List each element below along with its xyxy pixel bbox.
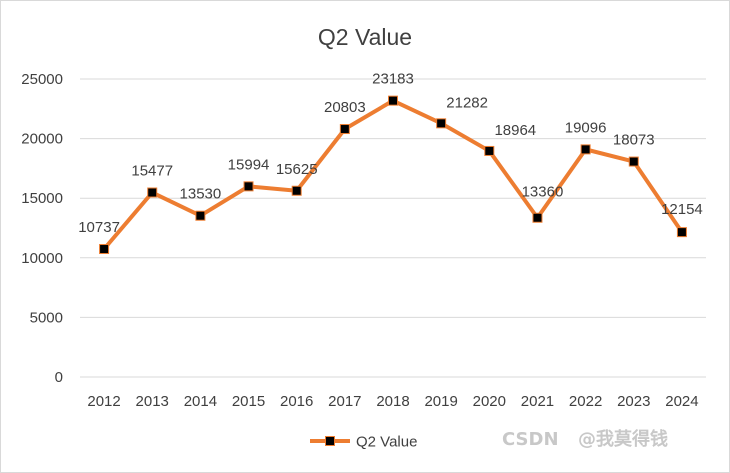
data-label: 18073 [613,132,655,149]
data-label: 20803 [324,99,366,116]
legend-marker-icon [325,436,335,446]
data-point [99,244,110,255]
data-point [339,124,350,135]
data-label: 12154 [661,201,703,218]
y-axis-tick-labels: 0 5000 10000 15000 20000 25000 [21,71,63,386]
x-tick-label: 2018 [376,393,409,410]
x-tick-label: 2016 [280,393,313,410]
data-label: 18964 [494,122,536,139]
y-tick-label: 5000 [30,309,63,326]
x-tick-label: 2015 [232,393,265,410]
series-q2-value [99,95,687,255]
x-axis-tick-labels: 2012 2013 2014 2015 2016 2017 2018 2019 2020 2021… [87,393,698,410]
watermark: CSDN @我莫得钱 [502,428,668,450]
x-tick-label: 2017 [328,393,361,410]
watermark-logo: CSDN [502,429,559,450]
x-tick-label: 2014 [184,393,217,410]
data-label: 13530 [180,186,222,203]
data-point [580,144,591,155]
x-tick-label: 2019 [424,393,457,410]
legend: Q2 Value [310,434,417,451]
data-point [195,210,206,221]
x-tick-label: 2024 [665,393,698,410]
y-tick-label: 20000 [21,131,63,148]
x-tick-label: 2021 [521,393,554,410]
data-label: 15994 [228,156,270,173]
data-point [291,185,302,196]
y-tick-label: 15000 [21,190,63,207]
y-tick-label: 0 [55,369,63,386]
data-point [628,156,639,167]
data-label: 10737 [78,219,120,236]
data-point [532,212,543,223]
x-tick-label: 2012 [87,393,120,410]
data-labels: 10737 15477 13530 15994 15625 20803 23183 21282… [78,71,703,236]
data-point [484,145,495,156]
data-label: 15625 [276,161,318,178]
data-label: 13360 [522,184,564,201]
data-label: 19096 [565,119,607,136]
data-point [388,95,398,106]
x-tick-label: 2022 [569,393,602,410]
data-label: 23183 [372,71,414,88]
data-label: 15477 [131,163,173,180]
x-tick-label: 2023 [617,393,650,410]
data-point [243,181,254,192]
data-point [436,118,447,129]
watermark-text: @我莫得钱 [578,428,668,450]
data-label: 21282 [446,94,488,111]
chart-title: Q2 Value [318,24,412,50]
gridlines [80,78,706,378]
data-point [147,187,158,198]
legend-label: Q2 Value [356,434,417,451]
y-tick-label: 10000 [21,250,63,267]
data-point [676,227,687,238]
x-tick-label: 2020 [473,393,506,410]
x-tick-label: 2013 [136,393,169,410]
y-tick-label: 25000 [21,71,63,88]
